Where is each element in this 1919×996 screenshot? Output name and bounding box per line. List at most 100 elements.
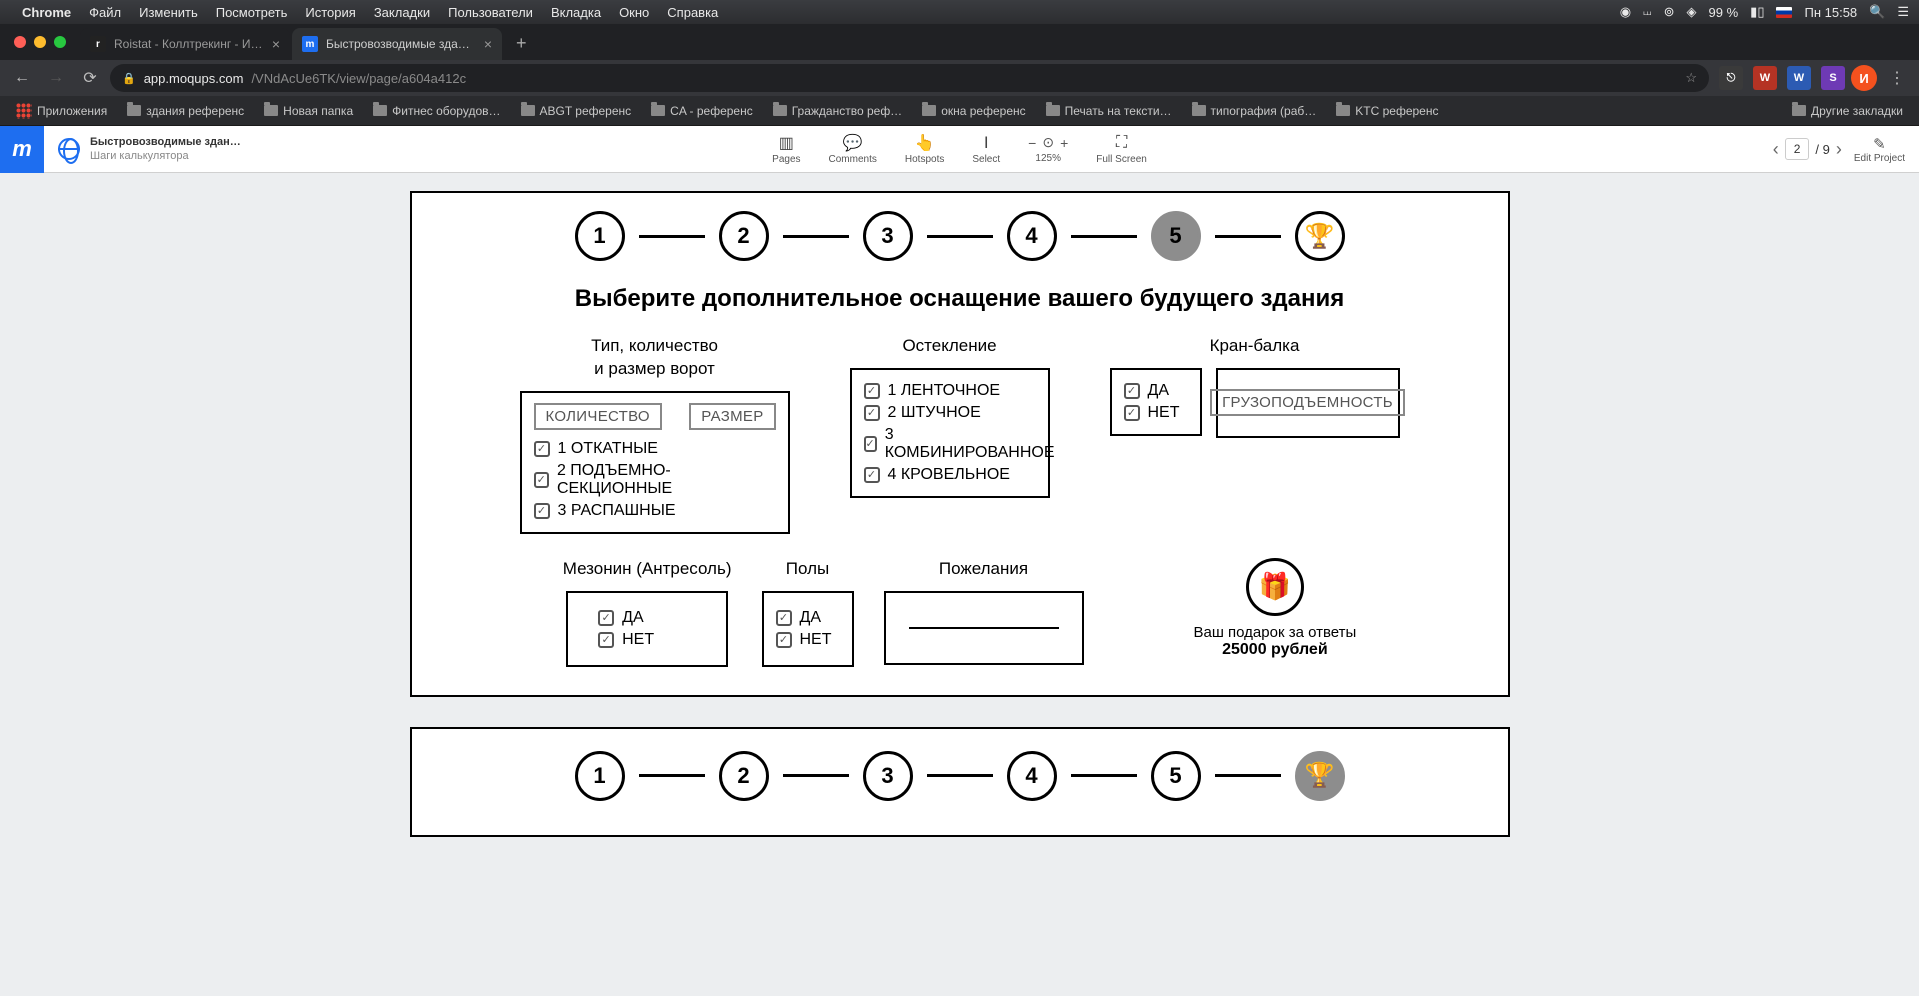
- select-button[interactable]: ⅠSelect: [972, 134, 1000, 165]
- menu-app[interactable]: Chrome: [22, 5, 71, 20]
- step-5[interactable]: 5: [1151, 211, 1201, 261]
- menu-window[interactable]: Окно: [619, 5, 649, 20]
- checkbox-icon: ✓: [598, 610, 614, 626]
- spotlight-icon[interactable]: 🔍: [1869, 4, 1885, 20]
- extension-icon[interactable]: W: [1753, 66, 1777, 90]
- close-window-button[interactable]: [14, 36, 26, 48]
- address-bar[interactable]: 🔒 app.moqups.com/VNdAcUe6TK/view/page/a6…: [110, 64, 1709, 92]
- checkbox-option[interactable]: ✓3 РАСПАШНЫЕ: [534, 500, 776, 522]
- checkbox-option[interactable]: ✓ДА: [598, 607, 696, 629]
- maximize-window-button[interactable]: [54, 36, 66, 48]
- bookmark-folder[interactable]: Фитнес оборудов…: [365, 100, 508, 122]
- back-button[interactable]: ←: [8, 64, 36, 92]
- step-3[interactable]: 3: [863, 211, 913, 261]
- step-final[interactable]: 🏆: [1295, 751, 1345, 801]
- wifi2-icon[interactable]: ◈: [1687, 4, 1697, 20]
- browser-tab-active[interactable]: m Быстровозводимые здания (r ×: [292, 28, 502, 60]
- clock[interactable]: Пн 15:58: [1804, 5, 1857, 20]
- bookmark-folder[interactable]: типография (раб…: [1184, 100, 1325, 122]
- quantity-field[interactable]: КОЛИЧЕСТВО: [534, 403, 662, 430]
- control-center-icon[interactable]: ☰: [1897, 4, 1909, 20]
- step-1[interactable]: 1: [575, 751, 625, 801]
- next-page-button[interactable]: ›: [1836, 139, 1842, 160]
- checkbox-option[interactable]: ✓1 ОТКАТНЫЕ: [534, 438, 776, 460]
- comments-button[interactable]: 💬Comments: [829, 134, 877, 165]
- moqups-logo[interactable]: m: [0, 126, 44, 173]
- zoom-in-icon[interactable]: +: [1060, 135, 1068, 151]
- zoom-fit-icon[interactable]: ⊙: [1042, 134, 1054, 151]
- reload-button[interactable]: ⟳: [76, 64, 104, 92]
- checkbox-option[interactable]: ✓2 ПОДЪЕМНО-СЕКЦИОННЫЕ: [534, 460, 776, 500]
- checkbox-option[interactable]: ✓2 ШТУЧНОЕ: [864, 402, 1036, 424]
- step-final[interactable]: 🏆: [1295, 211, 1345, 261]
- menu-bookmarks[interactable]: Закладки: [374, 5, 430, 20]
- checkbox-option[interactable]: ✓3 КОМБИНИРОВАННОЕ: [864, 424, 1036, 464]
- step-4[interactable]: 4: [1007, 751, 1057, 801]
- close-tab-icon[interactable]: ×: [272, 36, 280, 52]
- checkbox-option[interactable]: ✓ДА: [776, 607, 840, 629]
- chrome-menu-icon[interactable]: ⋮: [1883, 64, 1911, 92]
- menu-history[interactable]: История: [305, 5, 355, 20]
- extension-icon[interactable]: W: [1787, 66, 1811, 90]
- battery-icon[interactable]: ▮▯: [1750, 4, 1764, 20]
- wishes-section: Пожелания: [884, 558, 1084, 665]
- prev-page-button[interactable]: ‹: [1773, 139, 1779, 160]
- fullscreen-button[interactable]: ⛶Full Screen: [1096, 134, 1147, 165]
- minimize-window-button[interactable]: [34, 36, 46, 48]
- wifi-icon[interactable]: ⊚: [1664, 4, 1675, 20]
- checkbox-option[interactable]: ✓НЕТ: [1124, 402, 1188, 424]
- zoom-controls[interactable]: −⊙+ 125%: [1028, 134, 1068, 164]
- status-icon[interactable]: ◉: [1620, 4, 1631, 20]
- pages-button[interactable]: ▥Pages: [772, 134, 800, 165]
- bookmark-folder[interactable]: Гражданство реф…: [765, 100, 910, 122]
- menu-edit[interactable]: Изменить: [139, 5, 198, 20]
- zoom-out-icon[interactable]: −: [1028, 135, 1036, 151]
- step-1[interactable]: 1: [575, 211, 625, 261]
- checkbox-option[interactable]: ✓НЕТ: [598, 629, 696, 651]
- checkbox-option[interactable]: ✓ДА: [1124, 380, 1188, 402]
- hotspots-button[interactable]: 👆Hotspots: [905, 134, 944, 165]
- extension-icon[interactable]: ⎋: [1719, 66, 1743, 90]
- checkbox-option[interactable]: ✓4 КРОВЕЛЬНОЕ: [864, 464, 1036, 486]
- bookmark-folder[interactable]: здания референс: [119, 100, 252, 122]
- bookmark-folder[interactable]: Печать на тексти…: [1038, 100, 1180, 122]
- other-bookmarks[interactable]: Другие закладки: [1784, 100, 1911, 122]
- step-3[interactable]: 3: [863, 751, 913, 801]
- menu-help[interactable]: Справка: [667, 5, 718, 20]
- bookmark-folder[interactable]: ABGT референс: [513, 100, 640, 122]
- extension-icon[interactable]: S: [1821, 66, 1845, 90]
- bookmark-folder[interactable]: Новая папка: [256, 100, 361, 122]
- checkbox-option[interactable]: ✓1 ЛЕНТОЧНОЕ: [864, 380, 1036, 402]
- document-info[interactable]: Быстровозводимые здан… Шаги калькулятора: [44, 135, 255, 164]
- menu-file[interactable]: Файл: [89, 5, 121, 20]
- step-5[interactable]: 5: [1151, 751, 1201, 801]
- folder-icon: [127, 105, 141, 116]
- edit-project-button[interactable]: ✎Edit Project: [1854, 135, 1905, 164]
- checkbox-option[interactable]: ✓НЕТ: [776, 629, 840, 651]
- bookmark-folder[interactable]: CA - референс: [643, 100, 761, 122]
- menu-view[interactable]: Посмотреть: [216, 5, 288, 20]
- page-current[interactable]: 2: [1785, 138, 1810, 160]
- wishes-input[interactable]: [884, 591, 1084, 665]
- bookmark-folder[interactable]: KTC референс: [1328, 100, 1446, 122]
- flag-icon[interactable]: [1776, 7, 1792, 18]
- bookmark-folder[interactable]: окна референс: [914, 100, 1033, 122]
- airplay-icon[interactable]: ⏙: [1643, 4, 1652, 20]
- size-field[interactable]: РАЗМЕР: [689, 403, 775, 430]
- step-2[interactable]: 2: [719, 211, 769, 261]
- menu-tab[interactable]: Вкладка: [551, 5, 601, 20]
- battery-pct[interactable]: 99 %: [1709, 5, 1739, 20]
- apps-button[interactable]: Приложения: [8, 99, 115, 123]
- new-tab-button[interactable]: +: [504, 33, 539, 60]
- menu-users[interactable]: Пользователи: [448, 5, 533, 20]
- capacity-field[interactable]: ГРУЗОПОДЪЕМНОСТЬ: [1210, 389, 1405, 416]
- browser-tab[interactable]: r Roistat - Коллтрекинг - Исто ×: [80, 28, 290, 60]
- step-2[interactable]: 2: [719, 751, 769, 801]
- profile-avatar[interactable]: И: [1851, 65, 1877, 91]
- star-icon[interactable]: ☆: [1685, 70, 1697, 86]
- canvas[interactable]: 1 2 3 4 5 🏆 Выберите дополнительное осна…: [0, 173, 1919, 996]
- chrome-tabstrip: r Roistat - Коллтрекинг - Исто × m Быстр…: [0, 24, 1919, 60]
- step-4[interactable]: 4: [1007, 211, 1057, 261]
- folder-icon: [1792, 105, 1806, 116]
- close-tab-icon[interactable]: ×: [484, 36, 492, 52]
